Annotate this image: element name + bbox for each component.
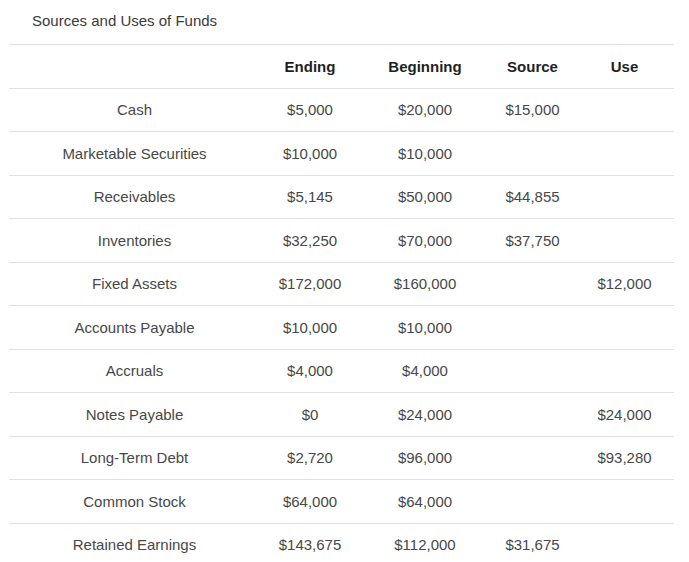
- ending-cell: $10,000: [260, 306, 360, 350]
- use-cell: [575, 88, 674, 132]
- source-cell: [490, 262, 575, 306]
- table-body: Cash $5,000 $20,000 $15,000 Marketable S…: [9, 88, 674, 562]
- source-cell: [490, 306, 575, 350]
- ending-cell: $5,145: [260, 175, 360, 219]
- source-cell: $44,855: [490, 175, 575, 219]
- table-row-receivables: Receivables $5,145 $50,000 $44,855: [9, 175, 674, 219]
- ending-cell: $64,000: [260, 480, 360, 524]
- row-label-cell: Long-Term Debt: [9, 436, 260, 480]
- row-label-cell: Common Stock: [9, 480, 260, 524]
- use-cell: [575, 175, 674, 219]
- beginning-cell: $4,000: [360, 349, 490, 393]
- table-row-inventories: Inventories $32,250 $70,000 $37,750: [9, 219, 674, 263]
- ending-cell: $10,000: [260, 132, 360, 176]
- sources-uses-table: Ending Beginning Source Use Cash $5,000 …: [9, 44, 674, 562]
- ending-cell: $143,675: [260, 523, 360, 562]
- table-row-marketable-securities: Marketable Securities $10,000 $10,000: [9, 132, 674, 176]
- use-cell: [575, 349, 674, 393]
- source-cell: $37,750: [490, 219, 575, 263]
- beginning-cell: $70,000: [360, 219, 490, 263]
- row-label-cell: Marketable Securities: [9, 132, 260, 176]
- table-row-retained-earnings: Retained Earnings $143,675 $112,000 $31,…: [9, 523, 674, 562]
- sources-uses-panel: Sources and Uses of Funds Ending Beginni…: [0, 0, 689, 562]
- table-row-cash: Cash $5,000 $20,000 $15,000: [9, 88, 674, 132]
- source-cell: [490, 349, 575, 393]
- column-header-label: [9, 45, 260, 89]
- beginning-cell: $112,000: [360, 523, 490, 562]
- use-cell: $12,000: [575, 262, 674, 306]
- column-header-use: Use: [575, 45, 674, 89]
- beginning-cell: $10,000: [360, 306, 490, 350]
- row-label-cell: Fixed Assets: [9, 262, 260, 306]
- row-label-cell: Notes Payable: [9, 393, 260, 437]
- table-row-long-term-debt: Long-Term Debt $2,720 $96,000 $93,280: [9, 436, 674, 480]
- table-header: Ending Beginning Source Use: [9, 45, 674, 89]
- column-header-source: Source: [490, 45, 575, 89]
- source-cell: [490, 436, 575, 480]
- source-cell: [490, 132, 575, 176]
- header-row: Ending Beginning Source Use: [9, 45, 674, 89]
- use-cell: $93,280: [575, 436, 674, 480]
- column-header-ending: Ending: [260, 45, 360, 89]
- source-cell: $15,000: [490, 88, 575, 132]
- ending-cell: $172,000: [260, 262, 360, 306]
- table-row-accounts-payable: Accounts Payable $10,000 $10,000: [9, 306, 674, 350]
- ending-cell: $0: [260, 393, 360, 437]
- table-row-accruals: Accruals $4,000 $4,000: [9, 349, 674, 393]
- page-title: Sources and Uses of Funds: [32, 11, 689, 31]
- row-label-cell: Retained Earnings: [9, 523, 260, 562]
- ending-cell: $32,250: [260, 219, 360, 263]
- use-cell: [575, 132, 674, 176]
- ending-cell: $2,720: [260, 436, 360, 480]
- row-label-cell: Cash: [9, 88, 260, 132]
- row-label-cell: Inventories: [9, 219, 260, 263]
- use-cell: [575, 523, 674, 562]
- row-label-cell: Accruals: [9, 349, 260, 393]
- source-cell: [490, 480, 575, 524]
- use-cell: [575, 480, 674, 524]
- beginning-cell: $64,000: [360, 480, 490, 524]
- row-label-cell: Receivables: [9, 175, 260, 219]
- table-row-fixed-assets: Fixed Assets $172,000 $160,000 $12,000: [9, 262, 674, 306]
- source-cell: [490, 393, 575, 437]
- beginning-cell: $50,000: [360, 175, 490, 219]
- use-cell: $24,000: [575, 393, 674, 437]
- use-cell: [575, 306, 674, 350]
- use-cell: [575, 219, 674, 263]
- column-header-beginning: Beginning: [360, 45, 490, 89]
- beginning-cell: $24,000: [360, 393, 490, 437]
- table-row-notes-payable: Notes Payable $0 $24,000 $24,000: [9, 393, 674, 437]
- source-cell: $31,675: [490, 523, 575, 562]
- row-label-cell: Accounts Payable: [9, 306, 260, 350]
- beginning-cell: $160,000: [360, 262, 490, 306]
- beginning-cell: $10,000: [360, 132, 490, 176]
- table-row-common-stock: Common Stock $64,000 $64,000: [9, 480, 674, 524]
- ending-cell: $4,000: [260, 349, 360, 393]
- ending-cell: $5,000: [260, 88, 360, 132]
- beginning-cell: $96,000: [360, 436, 490, 480]
- beginning-cell: $20,000: [360, 88, 490, 132]
